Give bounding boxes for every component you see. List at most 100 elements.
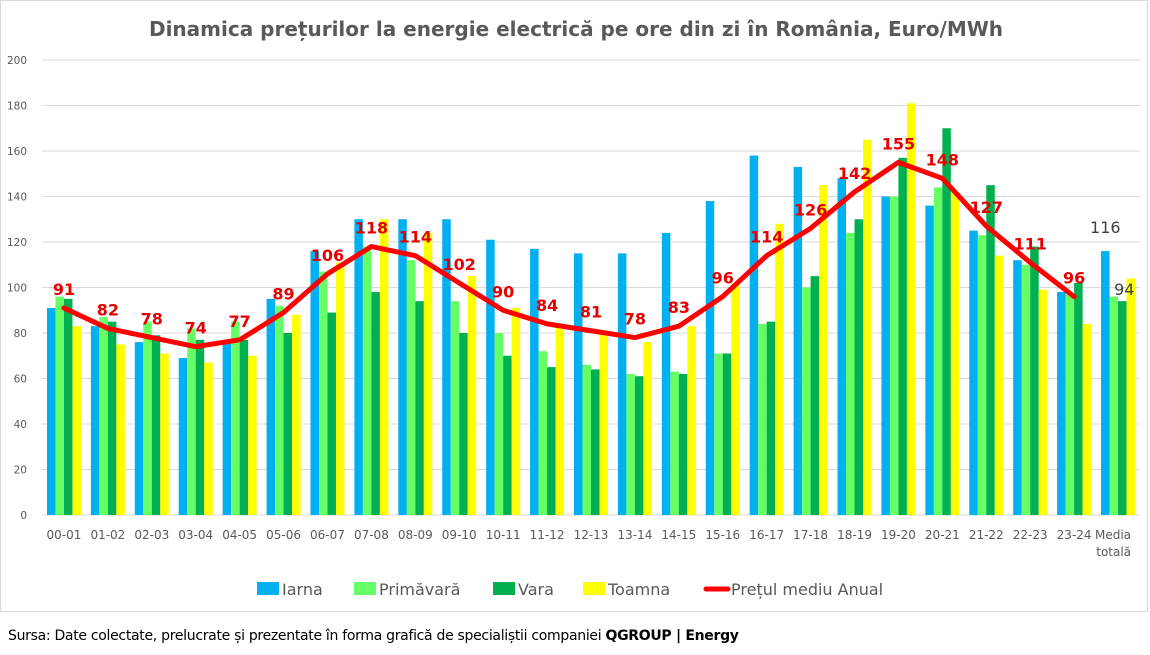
bar-vara-10 <box>503 355 512 515</box>
y-tick-label: 180 <box>7 101 27 113</box>
x-tick-label: 09-10 <box>442 528 477 542</box>
y-tick-label: 40 <box>14 419 27 431</box>
bar-toamna-1 <box>116 344 125 515</box>
bars <box>46 103 1136 516</box>
bar-iarna-19 <box>881 196 890 515</box>
bar-primvar-17 <box>802 287 811 515</box>
bar-iarna-13 <box>617 253 627 515</box>
x-tick-label: 12-13 <box>574 528 609 542</box>
y-tick-label: 0 <box>20 510 27 522</box>
x-tick-label: 21-22 <box>969 528 1004 542</box>
bar-primvar-12 <box>582 364 591 515</box>
source-text: Sursa: Date colectate, prelucrate și pre… <box>8 628 606 644</box>
bar-toamna-15 <box>731 282 740 515</box>
y-tick-label: 60 <box>14 374 27 386</box>
bar-primvar-9 <box>450 301 460 515</box>
x-tick-label: Media <box>1095 528 1131 542</box>
y-tick-label: 20 <box>14 465 27 477</box>
bar-primvar-0 <box>55 296 64 515</box>
data-label-average: 155 <box>882 134 915 153</box>
data-label-average: 142 <box>838 164 871 183</box>
chart: Dinamica prețurilor la energie electrică… <box>7 17 1140 599</box>
legend-item-iarna: Iarna <box>257 580 323 599</box>
bar-iarna-16 <box>749 155 759 516</box>
bar-iarna-7 <box>354 219 363 515</box>
y-axis-ticks: 0 20 40 60 80 100 120 140 160 180 200 <box>7 55 27 522</box>
bar-primvar-8 <box>406 260 416 515</box>
data-label-average: 90 <box>492 282 514 301</box>
bar-vara-8 <box>415 301 424 515</box>
bar-iarna-12 <box>574 253 583 515</box>
data-label-average: 96 <box>712 269 734 288</box>
data-label-average: 83 <box>668 298 690 317</box>
bar-iarna-1 <box>90 326 100 515</box>
legend-label: Iarna <box>282 580 323 599</box>
bar-toamna-9 <box>467 276 477 515</box>
bar-toamna-10 <box>511 307 521 515</box>
bar-toamna-16 <box>775 223 784 516</box>
data-labels: 91 82 78 74 77 89 106 118 114 102 90 84 81 78 83 96 114 1… <box>53 134 1135 337</box>
x-tick-label: 15-16 <box>705 528 740 542</box>
bar-vara-2 <box>151 335 161 515</box>
x-tick-label: 17-18 <box>793 528 828 542</box>
x-tick-label: 14-15 <box>661 528 696 542</box>
bar-vara-3 <box>195 339 205 515</box>
legend-swatch <box>583 582 605 595</box>
bar-toamna-0 <box>72 326 81 515</box>
bar-primvar-18 <box>846 232 855 515</box>
average-line <box>61 159 1077 350</box>
bar-iarna-23 <box>1057 292 1066 515</box>
data-label-average: 84 <box>536 296 558 315</box>
data-label-average: 114 <box>399 228 432 247</box>
x-tick-label: 02-03 <box>134 528 169 542</box>
bar-primvar-3 <box>187 328 196 515</box>
legend-label: Prețul mediu Anual <box>731 580 883 599</box>
bar-toamna-12 <box>599 333 608 515</box>
legend: Iarna Primăvară Vara Toamna Prețul mediu Anu… <box>257 580 883 599</box>
bar-primvar-14 <box>670 371 679 515</box>
bar-iarna-15 <box>705 201 715 516</box>
bar-vara-16 <box>766 321 776 515</box>
bar-vara-22 <box>1030 246 1039 516</box>
data-label-average: 78 <box>624 310 646 329</box>
y-tick-label: 80 <box>14 328 27 340</box>
bar-primvar-20 <box>933 187 943 515</box>
bar-iarna-10 <box>486 239 495 515</box>
bar-vara-23 <box>1074 282 1083 515</box>
bar-vara-4 <box>239 339 249 515</box>
bar-primvar-5 <box>275 305 284 515</box>
legend-item-preulmediuanual: Prețul mediu Anual <box>703 580 883 599</box>
bar-iarna-11 <box>530 248 539 515</box>
bar-toamna-7 <box>379 219 389 515</box>
chart-title: Dinamica prețurilor la energie electrică… <box>149 17 1003 41</box>
bar-iarna-9 <box>442 219 451 515</box>
legend-item-primvar: Primăvară <box>354 580 460 599</box>
legend-swatch <box>354 582 376 595</box>
x-tick-label: 18-19 <box>837 528 872 542</box>
bar-primvar-19 <box>889 196 899 515</box>
x-tick-label: 06-07 <box>310 528 345 542</box>
data-label-average: 111 <box>1013 234 1046 253</box>
x-tick-label: 13-14 <box>617 528 652 542</box>
bar-toamna-20 <box>950 191 960 515</box>
bar-iarna-5 <box>266 298 276 515</box>
legend-label: Primăvară <box>379 580 460 599</box>
bar-vara-0 <box>63 298 73 515</box>
bar-iarna-14 <box>661 232 671 515</box>
bar-primvar-16 <box>758 323 767 515</box>
bar-vara-14 <box>678 373 688 515</box>
bar-primvar-7 <box>362 246 372 516</box>
bar-vara-20 <box>942 128 951 515</box>
data-label-average: 126 <box>794 200 827 219</box>
bar-vara-12 <box>591 369 600 515</box>
bar-vara-21 <box>986 185 995 515</box>
bar-toamna-18 <box>863 139 872 515</box>
bar-iarna-4 <box>222 342 232 515</box>
data-label-average: 77 <box>229 312 251 331</box>
bar-toamna-6 <box>335 262 345 515</box>
data-label-average: 74 <box>185 319 207 338</box>
bar-primvar-10 <box>494 333 504 515</box>
bar-toamna-8 <box>423 232 433 515</box>
legend-swatch <box>493 582 515 595</box>
bar-vara-15 <box>722 353 732 515</box>
